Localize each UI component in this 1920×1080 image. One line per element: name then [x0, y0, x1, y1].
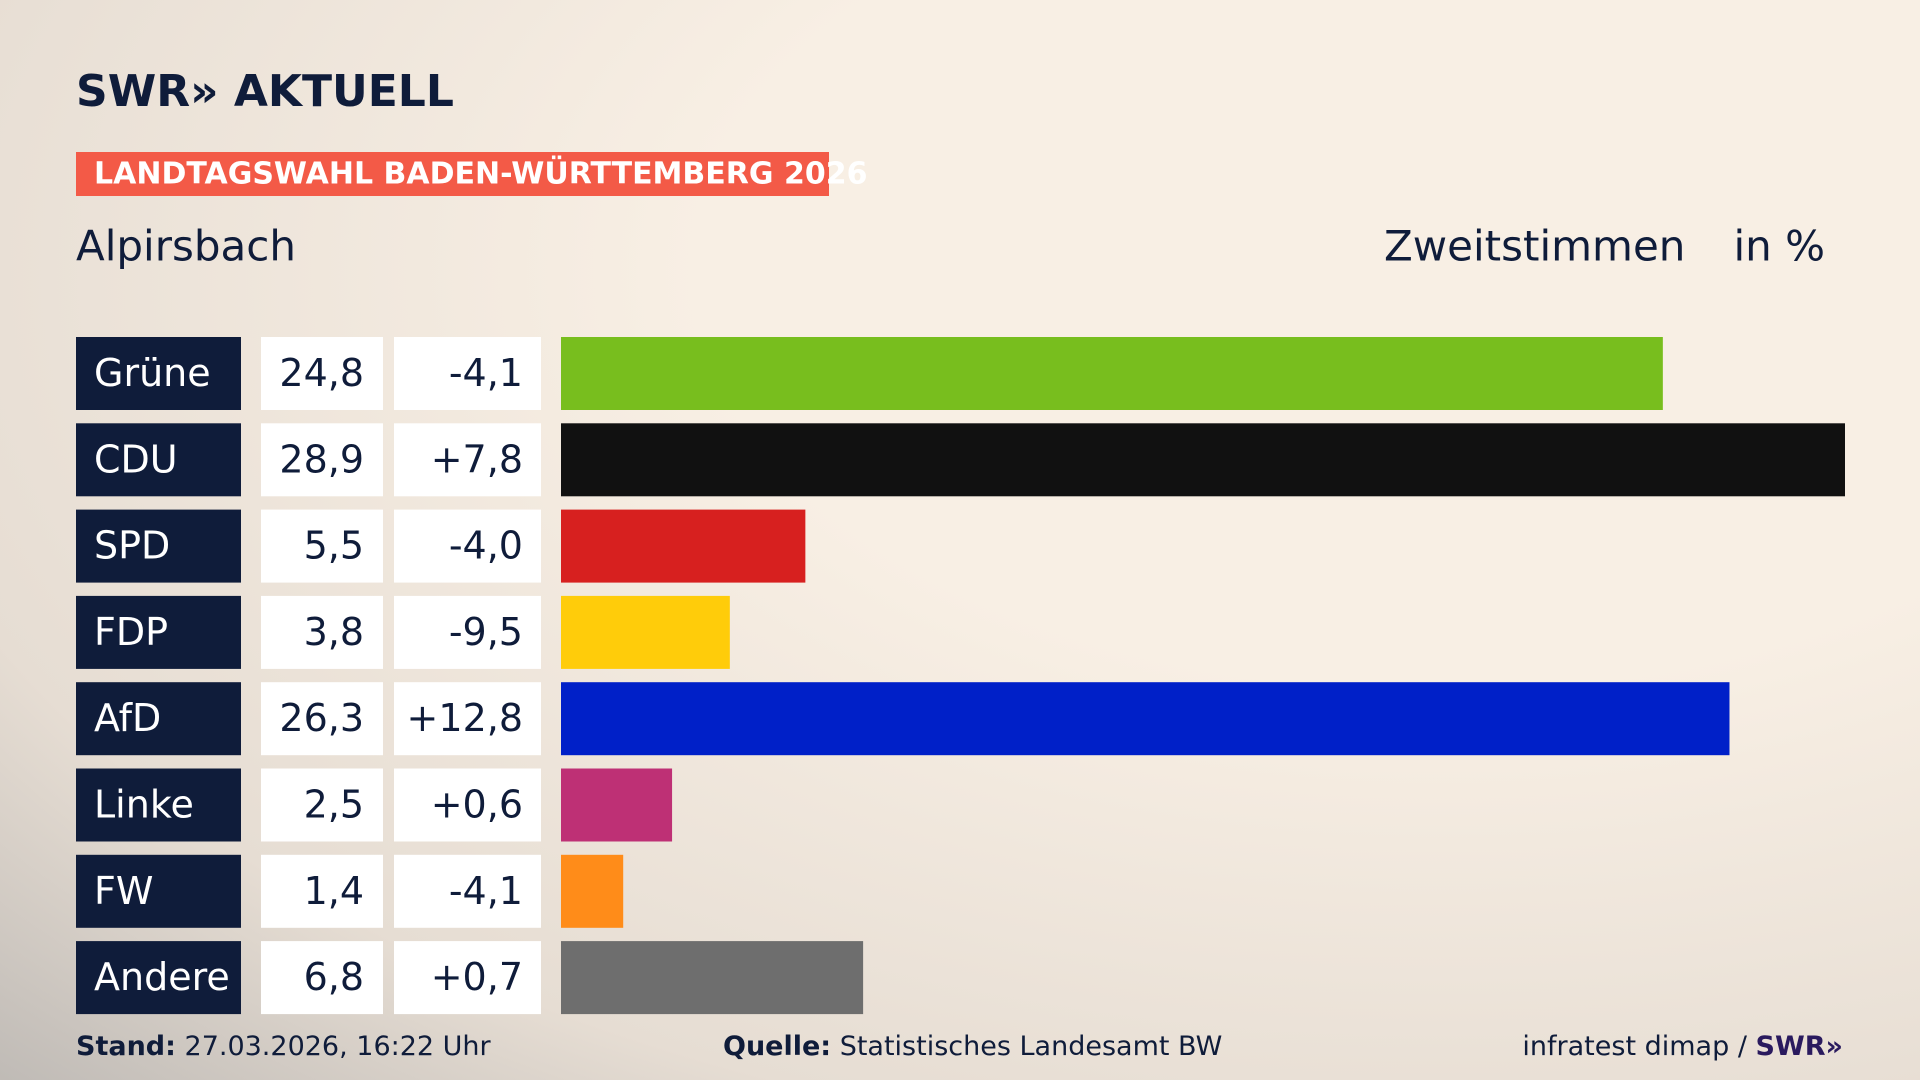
- change-label: +12,8: [407, 696, 523, 740]
- value-label: 24,8: [279, 351, 364, 395]
- change-box: [394, 509, 541, 583]
- chart-title: Alpirsbach: [76, 222, 296, 271]
- party-box: [76, 509, 241, 583]
- change-box: [394, 337, 541, 410]
- party-label: Linke: [94, 783, 194, 827]
- bar: [561, 682, 1730, 756]
- party-box: [76, 337, 241, 410]
- bar: [561, 509, 806, 583]
- stand: 27.03.2026, 16:22 Uhr: [185, 1031, 492, 1062]
- bar: [561, 854, 624, 928]
- credit-logo: SWR»: [1756, 1031, 1843, 1062]
- change-box: [394, 854, 541, 928]
- value-label: 6,8: [304, 955, 364, 999]
- change-label: +7,8: [431, 437, 523, 481]
- change-box: [394, 941, 541, 1015]
- chart-subtitle: Zweitstimmen: [1384, 222, 1685, 271]
- value-box: [261, 854, 383, 928]
- party-box: [76, 854, 241, 928]
- party-label: CDU: [94, 437, 178, 481]
- footer-source: Quelle: Statistisches Landesamt BW: [723, 1031, 1222, 1062]
- value-box: [261, 768, 383, 842]
- change-label: -4,0: [449, 524, 523, 568]
- party-box: [76, 423, 241, 497]
- party-label: Grüne: [94, 351, 211, 395]
- value-label: 1,4: [304, 869, 364, 913]
- party-label: SPD: [94, 524, 170, 568]
- value-label: 3,8: [304, 610, 364, 654]
- badge: [76, 152, 829, 196]
- source-label: Quelle:: [723, 1031, 831, 1062]
- party-label: FW: [94, 869, 153, 913]
- party-label: Andere: [94, 955, 230, 999]
- party-box: [76, 941, 241, 1015]
- stand-label: Stand:: [76, 1031, 176, 1062]
- change-label: +0,6: [431, 783, 523, 827]
- bar: [561, 941, 864, 1015]
- party-box: [76, 595, 241, 669]
- value-box: [261, 682, 383, 756]
- value-box: [261, 941, 383, 1015]
- value-label: 28,9: [279, 437, 364, 481]
- value-label: 26,3: [279, 696, 364, 740]
- change-box: [394, 423, 541, 497]
- value-box: [261, 423, 383, 497]
- change-box: [394, 768, 541, 842]
- change-label: -4,1: [449, 869, 523, 913]
- value-label: 2,5: [304, 783, 364, 827]
- bar: [561, 768, 673, 842]
- party-label: FDP: [94, 610, 168, 654]
- source: Statistisches Landesamt BW: [840, 1031, 1223, 1062]
- bar: [561, 337, 1663, 410]
- bar: [561, 595, 730, 669]
- party-box: [76, 682, 241, 756]
- value-box: [261, 595, 383, 669]
- value-label: 5,5: [304, 524, 364, 568]
- change-box: [394, 595, 541, 669]
- credit: infratest dimap /: [1522, 1031, 1747, 1062]
- value-box: [261, 509, 383, 583]
- change-label: -4,1: [449, 351, 523, 395]
- change-box: [394, 682, 541, 756]
- party-box: [76, 768, 241, 842]
- bar: [561, 423, 1845, 497]
- logo: SWR» AKTUELL: [76, 66, 454, 117]
- footer-stand: Stand: 27.03.2026, 16:22 Uhr: [76, 1031, 492, 1062]
- change-label: +0,7: [431, 955, 523, 999]
- value-box: [261, 337, 383, 410]
- unit: in %: [1733, 222, 1825, 271]
- party-label: AfD: [94, 696, 161, 740]
- footer-credit: infratest dimap / SWR»: [1522, 1031, 1843, 1062]
- badge-text: LANDTAGSWAHL BADEN-WÜRTTEMBERG 2026: [94, 155, 867, 192]
- change-label: -9,5: [449, 610, 523, 654]
